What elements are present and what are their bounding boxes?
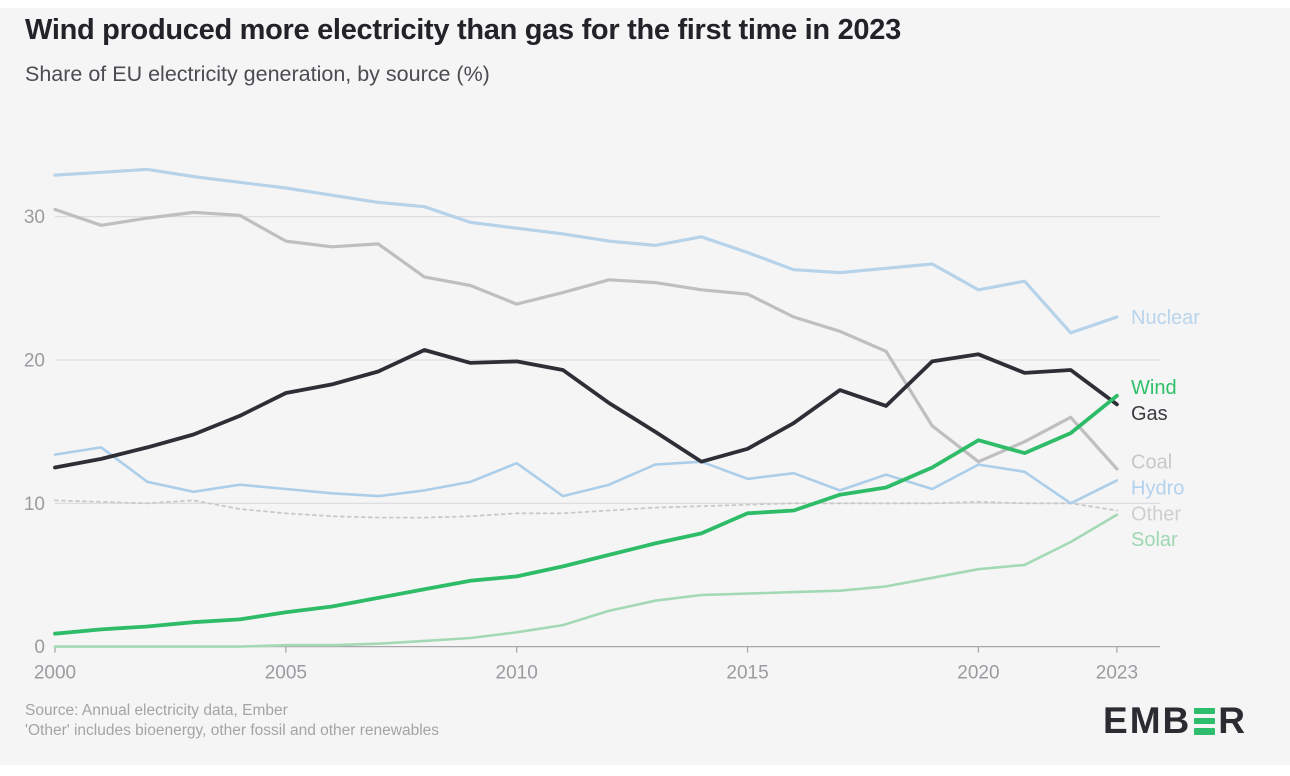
x-axis-tick-label-2005: 2005 (265, 663, 307, 684)
y-axis-tick-label-0: 0 (34, 637, 45, 658)
y-axis-tick-label-20: 20 (24, 351, 45, 372)
y-axis-tick-label-10: 10 (24, 494, 45, 515)
logo-text-prefix: EMB (1103, 700, 1192, 741)
logo-bar-top (1194, 707, 1216, 714)
series-line-solar (53, 513, 1119, 648)
series-label-coal: Coal (1131, 452, 1172, 474)
logo-bar-middle (1194, 717, 1216, 725)
page-subtitle: Share of EU electricity generation, by s… (25, 62, 490, 86)
series-label-hydro: Hydro (1131, 478, 1184, 500)
x-axis-tick-label-2015: 2015 (726, 663, 768, 684)
series-label-gas: Gas (1131, 403, 1168, 425)
source-note: Source: Annual electricity data, Ember '… (25, 701, 439, 741)
page-title: Wind produced more electricity than gas … (25, 14, 901, 46)
series-line-coal (53, 207, 1119, 471)
x-axis-tick-label-2023: 2023 (1096, 663, 1138, 684)
chart-canvas (0, 8, 1290, 765)
y-axis-tick-label-30: 30 (24, 207, 45, 228)
x-axis-tick-label-2000: 2000 (34, 663, 76, 684)
series-line-gas (53, 348, 1119, 470)
series-line-other (54, 499, 1118, 519)
series-label-solar: Solar (1131, 529, 1178, 551)
source-note-line2: 'Other' includes bioenergy, other fossil… (25, 722, 440, 739)
ember-logo: EMB R (1103, 700, 1247, 742)
x-axis-tick-label-2010: 2010 (496, 663, 538, 684)
series-line-nuclear (53, 167, 1119, 335)
source-note-line1: Source: Annual electricity data, Ember (25, 702, 288, 720)
series-line-hydro (53, 446, 1119, 505)
x-axis-tick-label-2020: 2020 (957, 663, 999, 684)
logo-stylized-e-icon (1194, 707, 1216, 735)
logo-text-suffix: R (1218, 700, 1247, 741)
logo-bar-bottom (1194, 728, 1216, 735)
series-label-wind: Wind (1131, 377, 1177, 399)
series-label-nuclear: Nuclear (1131, 307, 1200, 329)
footer: Source: Annual electricity data, Ember '… (25, 700, 1265, 742)
series-line-wind (53, 393, 1119, 636)
series-label-other: Other (1131, 503, 1181, 525)
